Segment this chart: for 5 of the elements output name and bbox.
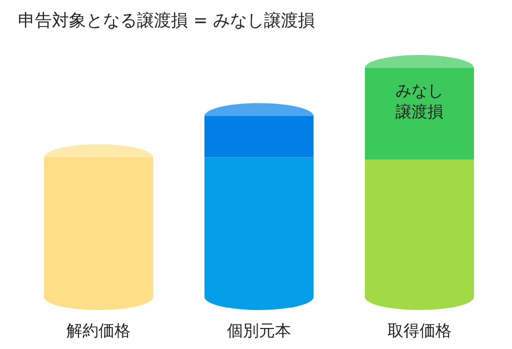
x-tick-label: 個別元本 xyxy=(227,321,291,340)
annotation: みなし譲渡損 xyxy=(395,80,444,121)
chart-title: 申告対象となる譲渡損 = みなし譲渡損 xyxy=(18,11,316,31)
x-tick-label: 取得価格 xyxy=(387,321,452,340)
x-tick-label: 解約価格 xyxy=(66,321,131,340)
